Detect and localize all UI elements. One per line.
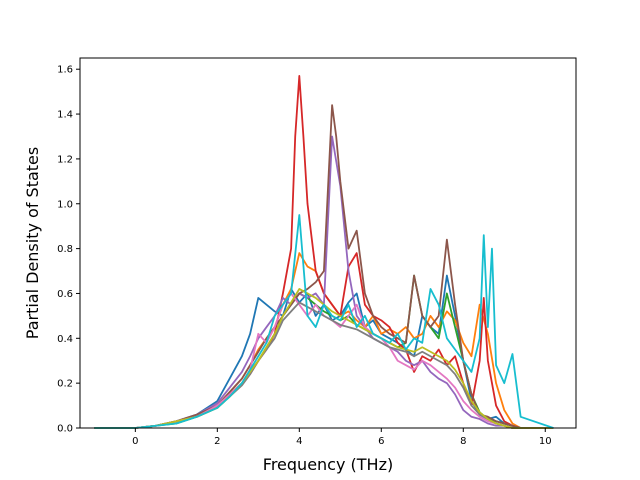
x-tick-label: 2: [214, 436, 220, 447]
series-line-6: [94, 104, 554, 429]
x-tick-label: 4: [296, 436, 302, 447]
y-tick-label: 1.6: [57, 65, 73, 76]
y-tick-label: 1.0: [57, 199, 73, 210]
y-tick-label: 0.6: [57, 289, 73, 300]
series-line-2: [94, 252, 554, 429]
series-line-5: [94, 135, 554, 429]
x-axis-ticks: 0 2 4 6 8 10: [132, 428, 552, 447]
y-tick-label: 0.4: [57, 334, 73, 345]
y-tick-label: 1.4: [57, 110, 73, 121]
y-tick-label: 0.8: [57, 244, 73, 255]
x-tick-label: 0: [132, 436, 138, 447]
y-axis-label: Partial Density of States: [23, 147, 42, 339]
y-tick-label: 0.2: [57, 379, 73, 390]
x-tick-label: 10: [539, 436, 552, 447]
y-tick-label: 0.0: [57, 424, 73, 435]
y-axis-ticks: 0.0 0.2 0.4 0.6 0.8 1.0 1.2 1.4 1.6: [57, 65, 80, 435]
plot-frame: [79, 57, 577, 429]
series-line-10: [94, 214, 554, 429]
y-tick-label: 1.2: [57, 154, 73, 165]
x-tick-label: 6: [378, 436, 384, 447]
plot-lines: [94, 75, 554, 429]
series-line-8: [94, 301, 554, 429]
x-tick-label: 8: [460, 436, 466, 447]
x-axis-label: Frequency (THz): [263, 455, 393, 474]
